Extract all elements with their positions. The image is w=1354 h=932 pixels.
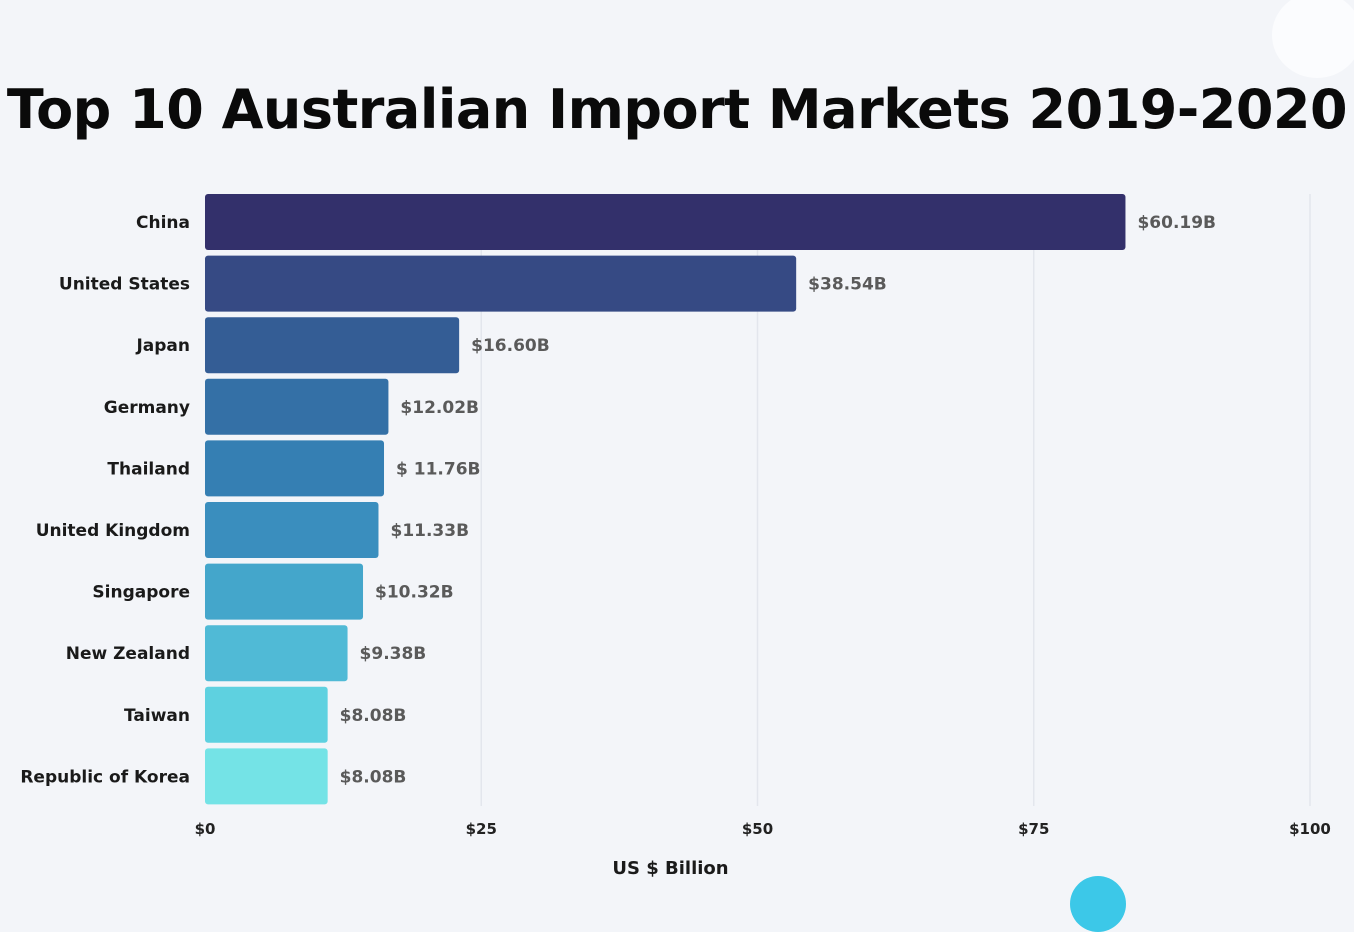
- bar-chart: China United States Japan Germany Thailand Un…: [20, 194, 1331, 879]
- bar: [205, 378, 389, 435]
- category-label: Japan: [135, 336, 190, 356]
- data-label: $11.33B: [390, 521, 469, 541]
- data-label: $9.38B: [360, 644, 427, 664]
- bar: [205, 686, 328, 743]
- category-label: China: [136, 213, 190, 233]
- x-tick-label: $25: [466, 820, 497, 838]
- bar: [205, 748, 328, 805]
- category-label: United Kingdom: [36, 521, 190, 541]
- bar: [205, 255, 797, 312]
- data-label: $10.32B: [375, 583, 454, 603]
- category-label: Thailand: [107, 459, 190, 479]
- data-label: $60.19B: [1137, 213, 1216, 233]
- data-label: $38.54B: [808, 275, 887, 295]
- chart-title: Top 10 Australian Import Markets 2019-20…: [6, 78, 1348, 141]
- x-tick-label: $0: [195, 820, 216, 838]
- data-label: $16.60B: [471, 336, 550, 356]
- category-label: Republic of Korea: [20, 767, 190, 787]
- bar: [205, 440, 385, 497]
- bar: [205, 317, 460, 374]
- corner-decoration: [1272, 0, 1354, 78]
- x-axis-label: US $ Billion: [612, 858, 728, 879]
- x-tick-label: $50: [742, 820, 773, 838]
- category-label: Taiwan: [124, 706, 190, 726]
- logo-icon: [1070, 876, 1126, 932]
- category-label: Germany: [104, 398, 190, 418]
- bar: [205, 502, 379, 558]
- data-label: $ 11.76B: [396, 459, 480, 479]
- bar: [205, 625, 348, 682]
- category-label: New Zealand: [66, 644, 190, 664]
- category-label: United States: [59, 275, 190, 295]
- bar: [205, 194, 1126, 250]
- x-tick-label: $100: [1289, 820, 1331, 838]
- category-label: Singapore: [92, 583, 190, 603]
- data-label: $12.02B: [400, 398, 479, 418]
- bar: [205, 563, 364, 620]
- data-label: $8.08B: [340, 767, 407, 787]
- data-label: $8.08B: [340, 706, 407, 726]
- x-tick-label: $75: [1018, 820, 1049, 838]
